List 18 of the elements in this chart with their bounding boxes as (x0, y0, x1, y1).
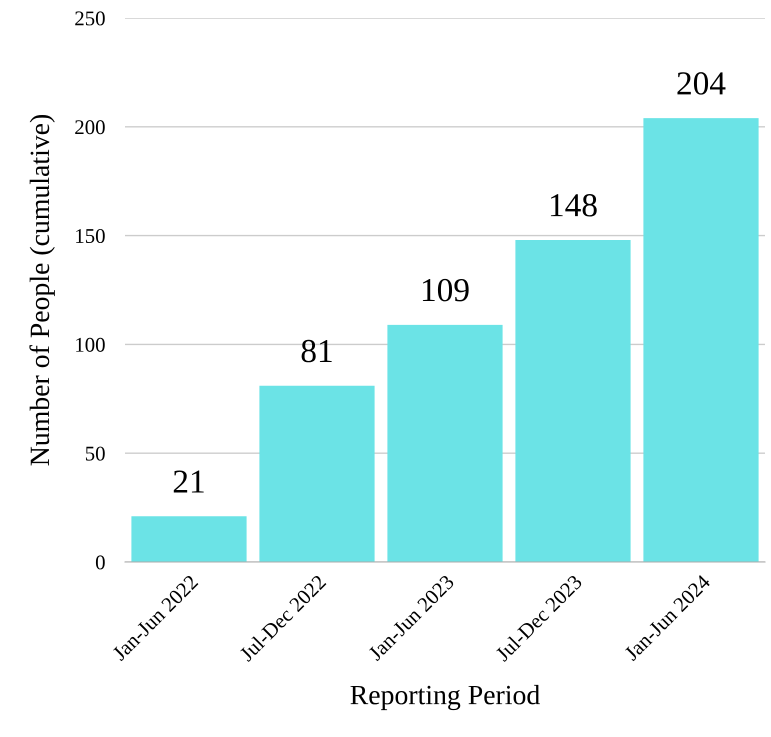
bar (643, 118, 759, 562)
data-label: 81 (302, 340, 332, 362)
data-label: 148 (550, 194, 597, 217)
data-label: 21 (174, 470, 204, 493)
data-label: 204 (677, 72, 726, 95)
y-axis-title: Number of People (cumulative) (29, 114, 55, 466)
x-axis-title: Reporting Period (350, 684, 540, 710)
bar (259, 386, 375, 562)
y-tick-label: 100 (76, 338, 105, 352)
data-label: 109 (422, 278, 469, 302)
y-tick-label: 250 (75, 11, 105, 26)
y-tick-label: 150 (76, 228, 105, 244)
bar (515, 240, 631, 562)
y-tick-label: 0 (96, 555, 105, 570)
y-tick-label: 200 (75, 120, 105, 134)
bar (387, 324, 503, 562)
bar (131, 516, 247, 562)
y-tick-label: 50 (86, 446, 105, 461)
